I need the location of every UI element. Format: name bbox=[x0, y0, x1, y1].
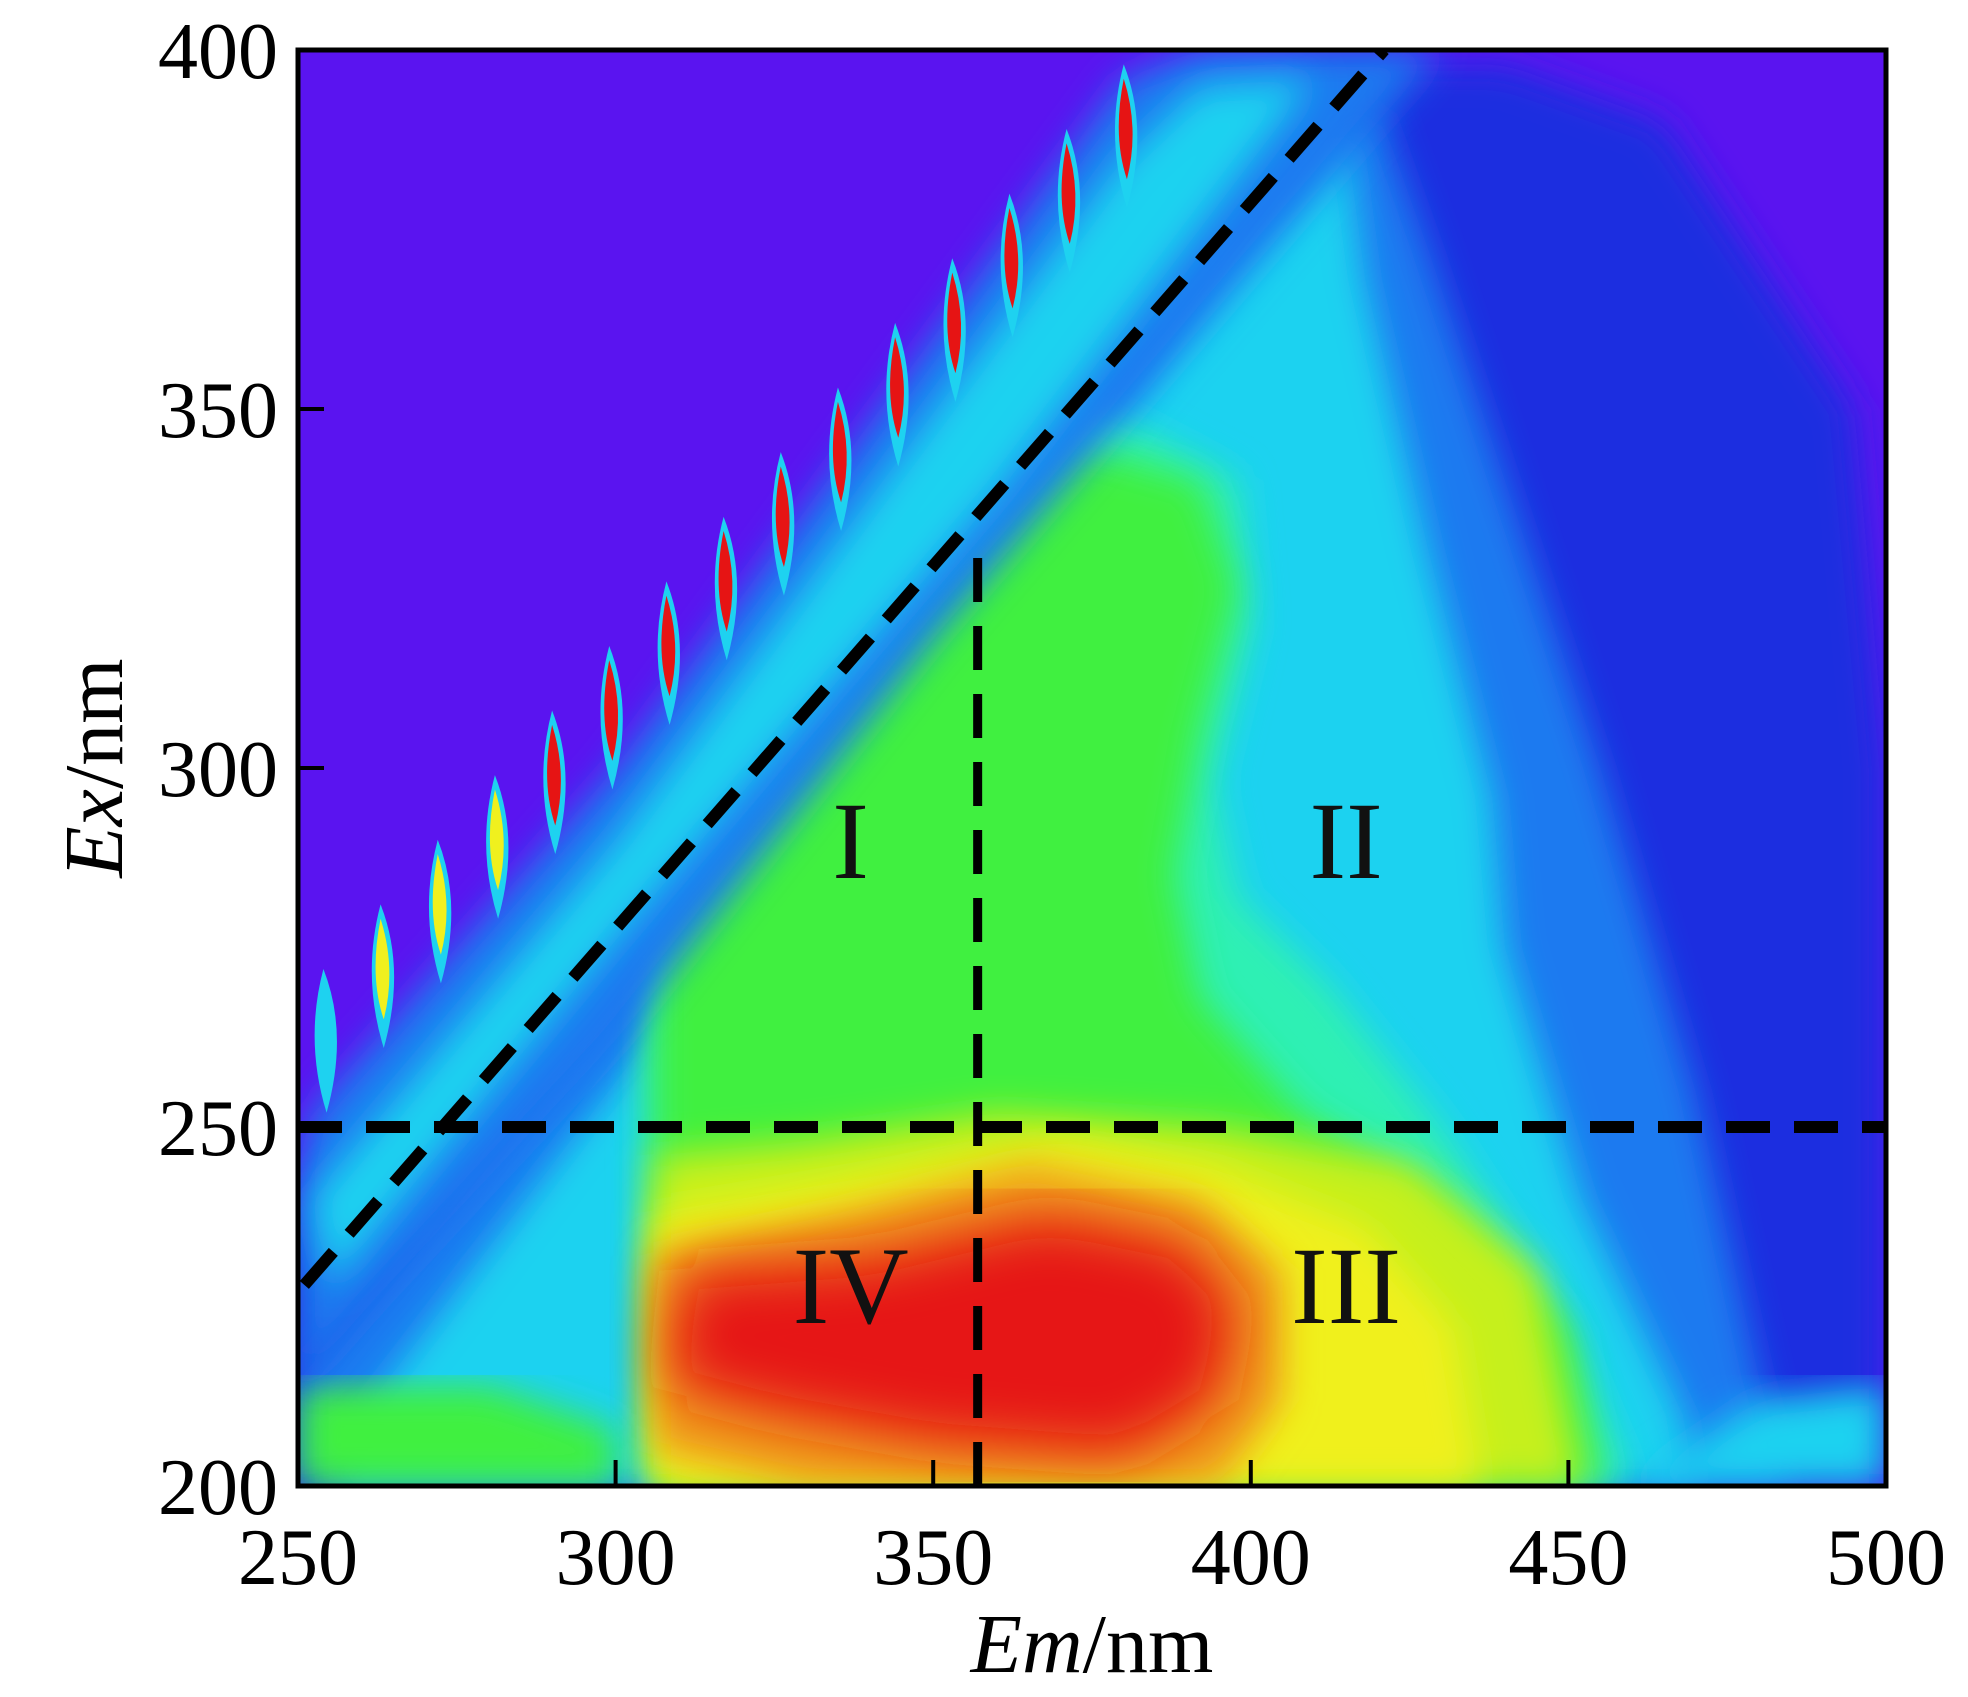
scatter-spike-core-12 bbox=[947, 272, 962, 374]
scatter-spike-core-3 bbox=[432, 854, 447, 955]
scatter-spike-core-13 bbox=[1004, 207, 1019, 309]
x-tick-label: 350 bbox=[873, 1514, 993, 1602]
contour-level-10 bbox=[666, 1213, 1239, 1458]
y-axis-title-unit: /nm bbox=[48, 658, 141, 789]
x-axis-title-italic: Em bbox=[970, 1598, 1083, 1691]
scatter-band-inner bbox=[310, 78, 1315, 1286]
y-axis-title-italic: Ex bbox=[48, 789, 141, 879]
scatter-spike-core-6 bbox=[604, 660, 619, 761]
region-label: II bbox=[1309, 780, 1382, 902]
x-tick-label: 450 bbox=[1508, 1514, 1628, 1602]
x-tick-label: 300 bbox=[556, 1514, 676, 1602]
y-axis-title: Ex/nm bbox=[48, 658, 141, 878]
y-tick-label: 400 bbox=[158, 8, 278, 96]
scatter-spike-core-10 bbox=[832, 401, 847, 503]
axis-ticks bbox=[298, 407, 1571, 1486]
y-tick-label: 250 bbox=[158, 1085, 278, 1173]
y-tick-label: 200 bbox=[158, 1444, 278, 1532]
scatter-spike-core-15 bbox=[1118, 78, 1133, 180]
contour-fill bbox=[298, 50, 1886, 1486]
scatter-spike-core-9 bbox=[775, 466, 790, 567]
contour-level-12 bbox=[1631, 1385, 1886, 1486]
scatter-spike-core-14 bbox=[1061, 143, 1076, 244]
scatter-spike-core-2 bbox=[375, 918, 390, 1020]
x-tick-label: 400 bbox=[1191, 1514, 1311, 1602]
contour-level-11 bbox=[298, 1385, 616, 1486]
scatter-spike-core-7 bbox=[661, 595, 676, 697]
x-tick-labels: 250 300 350 400 450 500 bbox=[238, 1514, 1946, 1602]
x-tick-label: 500 bbox=[1826, 1514, 1946, 1602]
x-axis-title-unit: /nm bbox=[1083, 1598, 1214, 1691]
scatter-band bbox=[298, 50, 1442, 1386]
x-tick-label: 250 bbox=[238, 1514, 358, 1602]
x-axis-title: Em/nm bbox=[970, 1598, 1214, 1691]
scatter-spike-core-4 bbox=[489, 789, 504, 891]
y-tick-label: 300 bbox=[158, 726, 278, 814]
region-label: IV bbox=[793, 1225, 909, 1347]
scatter-spike-core-5 bbox=[547, 724, 561, 826]
boundary-diagonal bbox=[299, 50, 1389, 1289]
scatter-spike-core-8 bbox=[718, 531, 733, 632]
scatter-spike-core-11 bbox=[890, 337, 904, 438]
scatter-spike-1 bbox=[314, 969, 337, 1113]
region-boundaries bbox=[298, 50, 1886, 1486]
region-label: I bbox=[832, 780, 869, 902]
region-label: III bbox=[1291, 1225, 1401, 1347]
y-tick-label: 350 bbox=[158, 367, 278, 455]
y-tick-labels: 200 250 300 350 400 bbox=[158, 8, 278, 1532]
scatter-ridge bbox=[298, 50, 1442, 1386]
